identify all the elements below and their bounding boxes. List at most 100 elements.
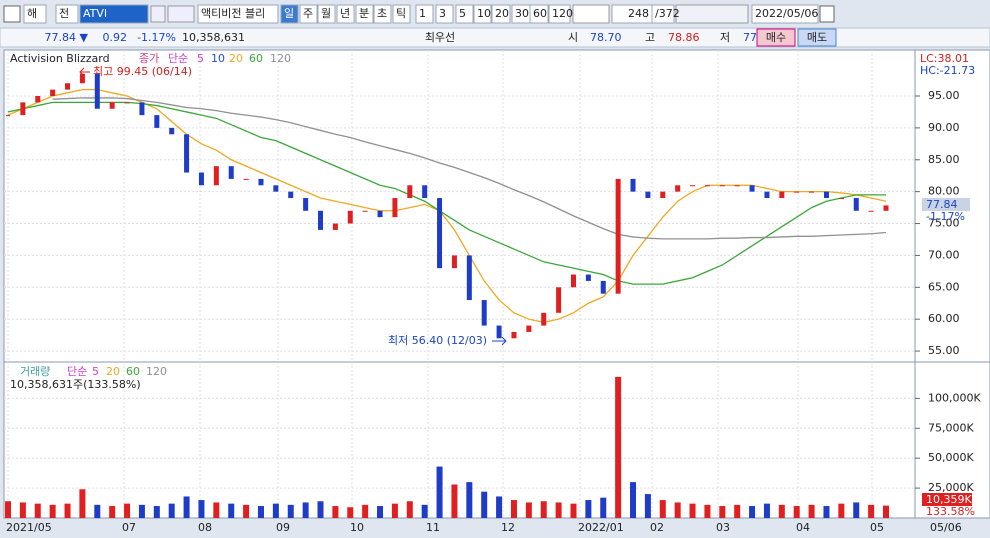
toolbar-button[interactable] [548,4,571,24]
candle [377,210,383,218]
toolbar-label: ATVI [83,7,107,20]
volume-bar [793,506,800,518]
sell-button[interactable] [797,28,837,47]
buy-button[interactable] [756,28,796,47]
y-tick-label: 95.00 [928,89,960,102]
info-change_pct: -1.17% [137,31,176,44]
candle [94,73,100,109]
high-note: 최고 99.45 (06/14) [93,65,192,78]
candle [615,178,621,294]
candle [496,325,502,339]
y-tick-label: 65.00 [928,280,960,293]
candle [794,191,800,193]
y-tick-label: 50,000K [928,451,974,464]
toolbar-label: 248 [628,7,649,20]
volume-bar [749,506,756,518]
toolbar-button[interactable] [529,4,549,24]
volume-bar [868,504,875,518]
info-open_label: 시 [568,31,578,44]
last-ratio: 133.58% [926,505,975,518]
toolbar-button[interactable] [336,4,355,24]
volume-bar [377,506,384,518]
axis-area [914,49,990,519]
volume-bar [808,504,815,518]
volume-bar [615,376,622,518]
candle [526,325,532,332]
volume-bar [317,501,324,518]
volume-bar [243,504,250,518]
toolbar-button[interactable] [455,4,474,24]
toolbar-button[interactable] [373,4,392,24]
volume-bar [689,503,696,518]
range-dropdown[interactable] [572,4,610,24]
volume-bar [34,503,41,518]
candle [675,185,681,192]
candle [779,191,785,199]
toolbar-button[interactable] [392,4,411,24]
toolbar-button[interactable] [55,4,79,24]
volume-bar [19,502,26,518]
candle [50,89,56,96]
toolbar-label: 10 [477,7,491,20]
toolbar-button[interactable] [79,4,149,24]
tool-icons[interactable] [675,4,749,24]
legend-item: 10 [211,52,225,65]
toolbar-label: 년 [340,7,350,20]
toolbar-label: 20 [495,7,509,20]
volume-bar [883,505,889,518]
volume-bar [362,504,369,518]
toolbar-button[interactable] [299,4,318,24]
x-tick-label: 2022/01 [578,521,624,534]
volume-bar [213,502,220,518]
candle [437,198,443,269]
volume-bar [555,502,562,518]
volume-legend-item: 20 [106,365,120,378]
ma-line [7,88,887,324]
candle [347,210,353,224]
candle [243,178,249,180]
volume-bar [496,496,503,518]
candle [883,205,889,211]
candle [556,287,562,313]
toolbar-button[interactable] [491,4,511,24]
candle [481,300,487,326]
buy-label[interactable]: 매수 [766,31,786,44]
candle [407,185,413,199]
toolbar-button[interactable] [751,4,819,24]
toolbar-button[interactable] [651,4,675,24]
volume-bar [570,503,577,518]
toolbar-button[interactable] [415,4,434,24]
candle [541,312,547,326]
sell-label[interactable]: 매도 [807,31,827,44]
toolbar-button[interactable] [355,4,374,24]
candle [303,198,309,211]
calendar-icon[interactable] [819,5,835,23]
toolbar-button[interactable] [435,4,454,24]
volume-bar [332,506,339,518]
volume-bar [406,501,413,518]
candle [35,96,41,103]
candle [838,198,844,200]
candle [154,115,160,128]
toolbar-button[interactable] [197,4,279,24]
toolbar-label: 해 [27,6,37,20]
toolbar-button[interactable] [473,4,492,24]
toolbar-icon[interactable] [3,5,21,23]
volume-icon[interactable] [167,5,195,23]
search-icon[interactable] [150,5,166,23]
volume-legend-item: 60 [126,365,140,378]
volume-bar [838,503,845,518]
volume-bar [853,502,860,518]
toolbar-button[interactable] [317,4,336,24]
candle [20,102,26,116]
volume-bar [391,503,398,518]
toolbar-button[interactable] [23,4,47,24]
toolbar-button[interactable] [280,4,299,24]
toolbar-label: 액티비전 블리 [201,7,265,20]
candle [139,102,145,116]
x-tick-label: 04 [796,521,810,534]
candle [6,115,10,117]
last-price-box [922,198,970,211]
volume-bar [168,503,175,518]
